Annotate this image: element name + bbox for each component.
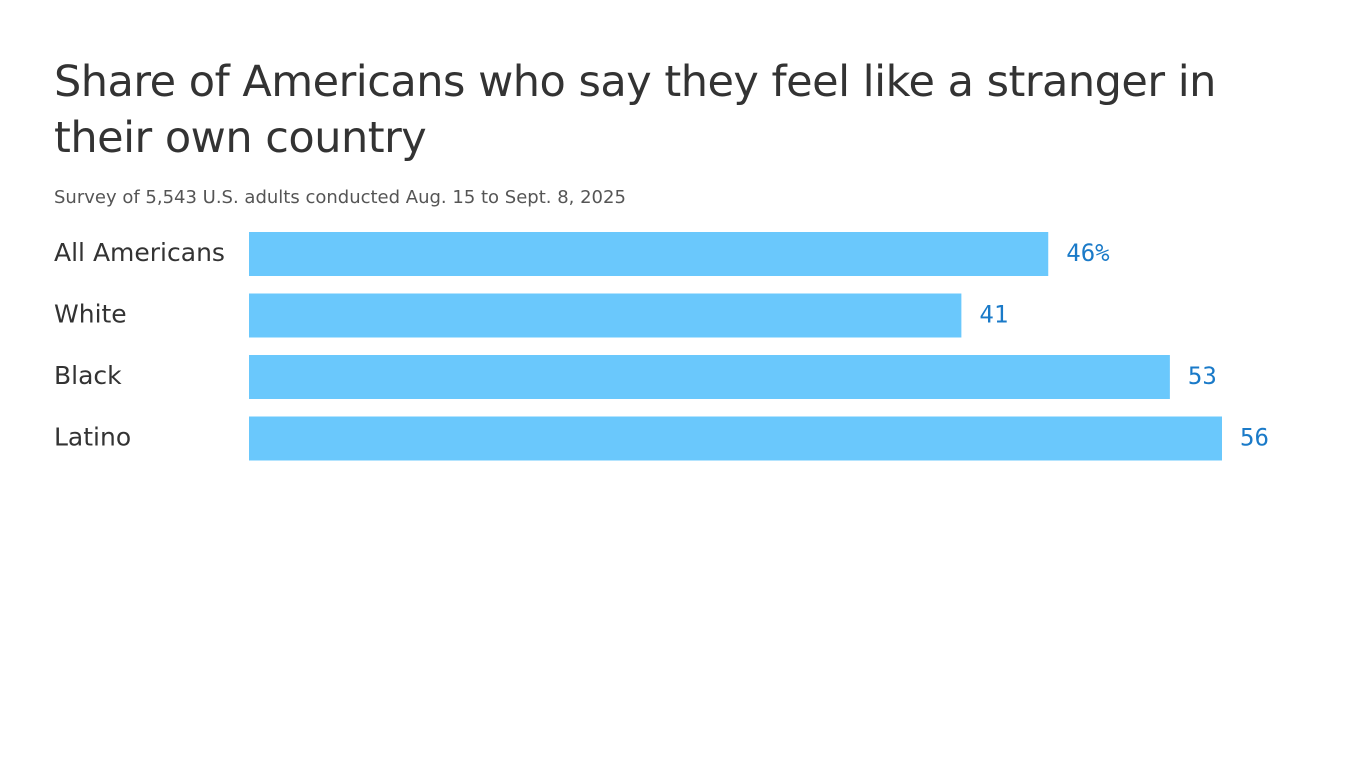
chart-subtitle: Survey of 5,543 U.S. adults conducted Au… (54, 187, 626, 208)
chart-title: Share of Americans who say they feel lik… (54, 57, 1216, 163)
category-label: All Americans (54, 238, 225, 267)
bar (249, 416, 1222, 461)
value-label: 53 (1188, 362, 1217, 390)
bar (249, 232, 1049, 276)
category-label: Black (54, 361, 122, 390)
category-label: White (54, 300, 127, 329)
bar (249, 355, 1170, 399)
value-label: 41 (979, 301, 1008, 329)
bar (249, 293, 962, 338)
value-label: 56 (1240, 424, 1269, 452)
value-label: 46% (1066, 239, 1110, 267)
category-label: Latino (54, 423, 131, 452)
